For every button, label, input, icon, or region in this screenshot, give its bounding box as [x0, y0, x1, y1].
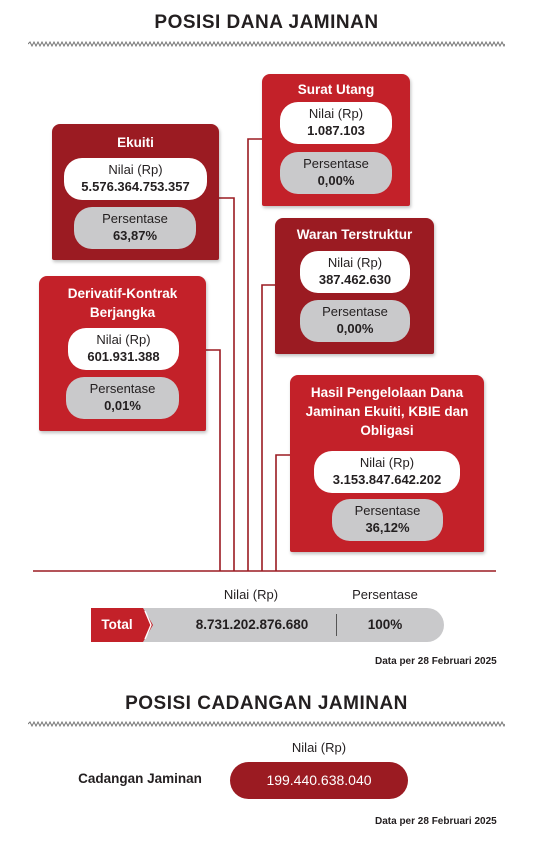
- reserve-label: Cadangan Jaminan: [78, 771, 202, 786]
- percent-label: Persentase: [322, 304, 388, 319]
- value-amount: 601.931.388: [87, 349, 160, 364]
- percent-pill: Persentase 0,00%: [280, 152, 392, 194]
- total-percent-header: Persentase: [352, 587, 418, 602]
- percent-amount: 0,01%: [104, 398, 141, 413]
- card-waran: Waran Terstruktur Nilai (Rp) 387.462.630…: [275, 218, 434, 354]
- percent-label: Persentase: [354, 503, 421, 518]
- percent-pill: Persentase 36,12%: [332, 499, 443, 541]
- connector-lines: [33, 138, 496, 572]
- card-title: Ekuiti: [117, 135, 154, 150]
- total-percent: 100%: [367, 617, 403, 632]
- value-amount: 5.576.364.753.357: [81, 179, 190, 194]
- percent-label: Persentase: [102, 211, 168, 226]
- card-title: Surat Utang: [297, 82, 375, 97]
- percent-label: Persentase: [89, 381, 156, 396]
- value-amount: 387.462.630: [318, 272, 392, 287]
- total-value-header: Nilai (Rp): [223, 587, 279, 602]
- card-title: Waran Terstruktur: [296, 227, 413, 242]
- value-pill: Nilai (Rp) 601.931.388: [68, 328, 179, 370]
- total-tag-arrow: [91, 608, 153, 642]
- card-ekuiti: Ekuiti Nilai (Rp) 5.576.364.753.357 Pers…: [52, 124, 219, 260]
- heading-divider: [28, 41, 505, 47]
- value-amount: 3.153.847.642.202: [332, 472, 442, 487]
- percent-pill: Persentase 63,87%: [74, 207, 196, 249]
- card-hasil-pengelolaan: Hasil Pengelolaan Dana Jaminan Ekuiti, K…: [290, 375, 484, 552]
- percent-amount: 63,87%: [112, 228, 158, 243]
- percent-pill: Persentase 0,00%: [300, 300, 410, 342]
- reserve-value-header: Nilai (Rp): [291, 740, 347, 755]
- reserve-heading: POSISI CADANGAN JAMINAN: [125, 693, 408, 714]
- heading-divider: [28, 721, 505, 727]
- percent-label: Persentase: [303, 156, 369, 171]
- value-label: Nilai (Rp): [108, 162, 163, 177]
- value-label: Nilai (Rp): [327, 255, 383, 270]
- total-label: Total: [101, 617, 133, 632]
- card-title: Hasil Pengelolaan Dana Jaminan Ekuiti, K…: [305, 385, 469, 438]
- fund-heading: POSISI DANA JAMINAN: [154, 12, 379, 33]
- fund-data-note: Data per 28 Februari 2025: [375, 656, 497, 667]
- value-pill: Nilai (Rp) 1.087.103: [280, 102, 392, 144]
- value-pill: Nilai (Rp) 387.462.630: [300, 251, 410, 293]
- reserve-data-note: Data per 28 Februari 2025: [375, 816, 497, 827]
- reserve-value-pill: 199.440.638.040: [230, 762, 408, 799]
- total-divider: [336, 614, 337, 636]
- card-surat-utang: Surat Utang Nilai (Rp) 1.087.103 Persent…: [262, 74, 410, 206]
- percent-amount: 0,00%: [336, 321, 374, 336]
- value-label: Nilai (Rp): [359, 455, 415, 470]
- value-label: Nilai (Rp): [308, 106, 364, 121]
- value-pill: Nilai (Rp) 5.576.364.753.357: [64, 158, 207, 200]
- card-title: Derivatif-Kontrak Berjangka: [67, 286, 178, 320]
- value-label: Nilai (Rp): [96, 332, 151, 347]
- total-value: 8.731.202.876.680: [195, 617, 309, 632]
- percent-amount: 0,00%: [317, 173, 355, 188]
- value-amount: 1.087.103: [307, 123, 365, 138]
- card-derivatif: Derivatif-Kontrak Berjangka Nilai (Rp) 6…: [39, 276, 206, 431]
- percent-amount: 36,12%: [365, 520, 410, 535]
- value-pill: Nilai (Rp) 3.153.847.642.202: [314, 451, 460, 493]
- percent-pill: Persentase 0,01%: [66, 377, 179, 419]
